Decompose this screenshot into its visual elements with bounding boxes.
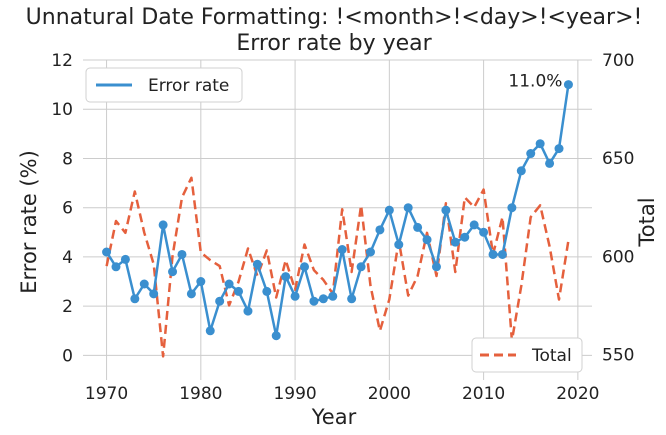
- peak-annotation: 11.0%: [508, 72, 562, 92]
- y-tick-label: 0: [62, 346, 73, 366]
- error-rate-point: [224, 279, 234, 289]
- y-tick-label: 4: [62, 248, 73, 268]
- error-rate-point: [365, 247, 375, 257]
- error-rate-point: [318, 294, 328, 304]
- error-rate-point: [441, 205, 451, 215]
- y2-tick-label: 650: [602, 149, 634, 169]
- error-rate-point: [497, 249, 507, 259]
- chart-title: Unnatural Date Formatting: !<month>!<day…: [26, 5, 643, 30]
- error-rate-point: [309, 296, 319, 306]
- x-tick-label: 1990: [273, 384, 316, 404]
- legend-error-rate-label: Error rate: [148, 76, 229, 96]
- x-tick-label: 1970: [85, 384, 128, 404]
- error-rate-point: [403, 203, 413, 213]
- x-tick-label: 2000: [368, 384, 411, 404]
- y2-tick-label: 550: [602, 345, 634, 365]
- y-axis-label: Error rate (%): [17, 150, 41, 294]
- y2-axis-label: Total: [635, 197, 659, 247]
- error-rate-point: [158, 220, 168, 230]
- error-rate-point: [469, 220, 479, 230]
- error-rate-point: [111, 262, 121, 272]
- watermark: 知乎 @梁德澎: [540, 398, 635, 416]
- error-rate-point: [460, 232, 470, 242]
- error-rate-point: [356, 262, 366, 272]
- error-rate-point: [507, 203, 517, 213]
- axis-ticks: 1970 1980 1990 2000 2010 2020 0 2 4 6 8 10 12 550 600 6…: [51, 51, 634, 404]
- error-rate-point: [422, 235, 432, 245]
- error-rate-point: [347, 294, 357, 304]
- y-tick-label: 6: [62, 199, 73, 219]
- error-rate-point: [234, 286, 244, 296]
- error-rate-point: [535, 139, 545, 149]
- y2-tick-label: 600: [602, 247, 634, 267]
- error-rate-point: [215, 296, 225, 306]
- error-rate-point: [479, 227, 489, 237]
- error-rate-point: [168, 267, 178, 277]
- error-rate-series: [102, 80, 573, 341]
- legend-error-rate: Error rate: [85, 67, 243, 103]
- x-tick-label: 1980: [179, 384, 222, 404]
- legend-error-rate-box: [85, 67, 243, 103]
- error-rate-point: [545, 158, 555, 168]
- y-tick-label: 10: [51, 100, 73, 120]
- error-rate-point: [102, 247, 112, 257]
- chart-subtitle: Error rate by year: [236, 31, 432, 56]
- error-rate-point: [271, 331, 281, 341]
- error-rate-point: [139, 279, 149, 289]
- error-rate-point: [300, 262, 310, 272]
- error-rate-point: [281, 272, 291, 282]
- error-rate-point: [431, 262, 441, 272]
- error-rate-point: [337, 245, 347, 255]
- error-rate-point: [252, 259, 262, 269]
- error-rate-point: [488, 249, 498, 259]
- error-rate-point: [413, 222, 423, 232]
- error-rate-point: [384, 205, 394, 215]
- error-rate-point: [526, 149, 536, 159]
- x-axis-label: Year: [311, 405, 357, 429]
- error-rate-point: [130, 294, 140, 304]
- error-rate-point: [120, 254, 130, 264]
- error-rate-point: [177, 249, 187, 259]
- error-rate-point: [243, 306, 253, 316]
- error-rate-point: [516, 166, 526, 176]
- y2-tick-label: 700: [602, 51, 634, 71]
- y-tick-label: 2: [62, 297, 73, 317]
- x-tick-label: 2010: [462, 384, 505, 404]
- error-rate-point: [196, 277, 206, 287]
- error-rate-point: [554, 144, 564, 154]
- y-tick-label: 8: [62, 149, 73, 169]
- error-rate-point: [149, 289, 159, 299]
- error-rate-point: [375, 225, 385, 235]
- error-rate-point: [328, 291, 338, 301]
- error-rate-point: [563, 80, 573, 90]
- error-rate-point: [394, 240, 404, 250]
- total-series: [105, 176, 570, 358]
- error-rate-point: [186, 289, 196, 299]
- error-rate-point: [262, 286, 272, 296]
- error-rate-point: [290, 291, 300, 301]
- error-rate-point: [450, 237, 460, 247]
- error-rate-point: [205, 326, 215, 336]
- x-tick-label: 2020: [556, 384, 599, 404]
- y-tick-label: 12: [51, 51, 73, 71]
- legend-total-box: [471, 337, 583, 373]
- legend-total: Total: [471, 337, 583, 373]
- legend-total-label: Total: [531, 346, 572, 366]
- grid: [83, 59, 592, 380]
- total-line: [105, 176, 570, 358]
